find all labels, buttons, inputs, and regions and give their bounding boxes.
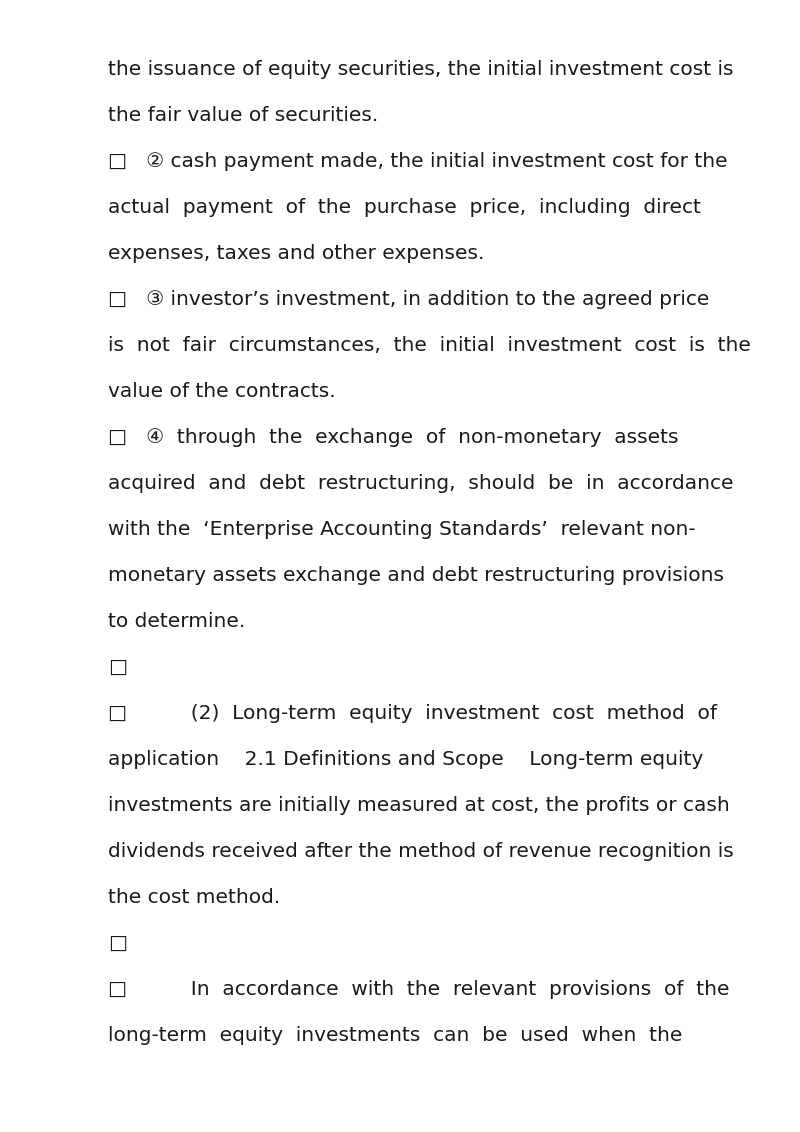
Text: □   ③ investor’s investment, in addition to the agreed price: □ ③ investor’s investment, in addition t…	[108, 290, 710, 309]
Text: with the  ‘Enterprise Accounting Standards’  relevant non-: with the ‘Enterprise Accounting Standard…	[108, 520, 696, 539]
Text: expenses, taxes and other expenses.: expenses, taxes and other expenses.	[108, 245, 484, 263]
Text: □   ④  through  the  exchange  of  non-monetary  assets: □ ④ through the exchange of non-monetary…	[108, 428, 678, 447]
Text: acquired  and  debt  restructuring,  should  be  in  accordance: acquired and debt restructuring, should …	[108, 474, 734, 494]
Text: □   ② cash payment made, the initial investment cost for the: □ ② cash payment made, the initial inves…	[108, 152, 728, 171]
Text: □          (2)  Long-term  equity  investment  cost  method  of: □ (2) Long-term equity investment cost m…	[108, 704, 717, 723]
Text: the cost method.: the cost method.	[108, 887, 280, 907]
Text: □: □	[108, 934, 127, 953]
Text: investments are initially measured at cost, the profits or cash: investments are initially measured at co…	[108, 796, 730, 815]
Text: application    2.1 Definitions and Scope    Long-term equity: application 2.1 Definitions and Scope Lo…	[108, 751, 703, 769]
Text: actual  payment  of  the  purchase  price,  including  direct: actual payment of the purchase price, in…	[108, 198, 701, 217]
Text: is  not  fair  circumstances,  the  initial  investment  cost  is  the: is not fair circumstances, the initial i…	[108, 336, 751, 355]
Text: value of the contracts.: value of the contracts.	[108, 381, 336, 401]
Text: long-term  equity  investments  can  be  used  when  the: long-term equity investments can be used…	[108, 1026, 682, 1045]
Text: □: □	[108, 658, 127, 677]
Text: □          In  accordance  with  the  relevant  provisions  of  the: □ In accordance with the relevant provis…	[108, 980, 730, 1000]
Text: to determine.: to determine.	[108, 612, 246, 631]
Text: the issuance of equity securities, the initial investment cost is: the issuance of equity securities, the i…	[108, 60, 734, 79]
Text: dividends received after the method of revenue recognition is: dividends received after the method of r…	[108, 842, 734, 861]
Text: monetary assets exchange and debt restructuring provisions: monetary assets exchange and debt restru…	[108, 566, 724, 585]
Text: the fair value of securities.: the fair value of securities.	[108, 106, 378, 125]
